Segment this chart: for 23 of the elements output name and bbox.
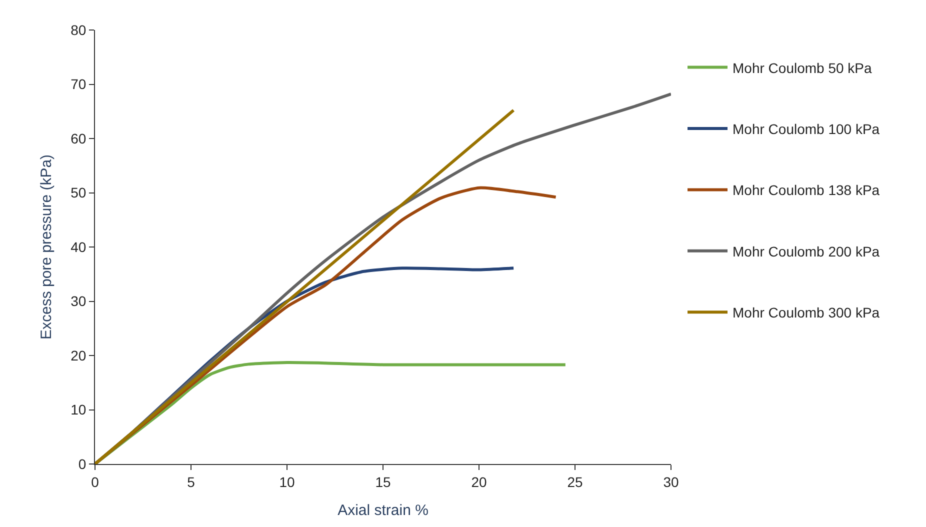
x-tick-label: 10 xyxy=(279,474,295,490)
legend-label: Mohr Coulomb 200 kPa xyxy=(732,243,880,260)
y-tick-label: 20 xyxy=(70,347,86,364)
legend-label: Mohr Coulomb 138 kPa xyxy=(732,182,880,198)
x-tick-label: 30 xyxy=(663,474,679,490)
legend-label: Mohr Coulomb 300 kPa xyxy=(732,304,880,321)
x-tick-label: 15 xyxy=(375,474,391,490)
x-tick-label: 20 xyxy=(471,474,487,490)
x-tick-label: 25 xyxy=(567,474,583,490)
y-tick-label: 0 xyxy=(78,456,86,472)
y-tick-label: 60 xyxy=(70,130,86,146)
y-tick-label: 30 xyxy=(70,293,86,310)
y-tick-label: 40 xyxy=(70,238,86,255)
y-axis-title: Excess pore pressure (kPa) xyxy=(38,154,55,340)
y-tick-label: 50 xyxy=(70,184,86,201)
x-axis-title: Axial strain % xyxy=(338,502,428,519)
y-tick-label: 70 xyxy=(70,76,86,92)
legend-label: Mohr Coulomb 100 kPa xyxy=(732,120,880,137)
y-tick-label: 10 xyxy=(70,402,86,418)
x-tick-label: 0 xyxy=(91,474,100,490)
legend-label: Mohr Coulomb 50 kPa xyxy=(732,60,872,76)
y-tick-label: 80 xyxy=(70,22,86,38)
x-tick-label: 5 xyxy=(187,474,196,490)
